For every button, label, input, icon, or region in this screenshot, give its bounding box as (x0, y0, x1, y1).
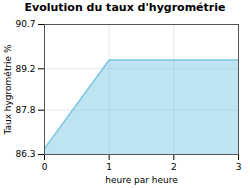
svg-text:0: 0 (42, 162, 48, 172)
svg-text:2: 2 (171, 162, 177, 172)
svg-text:86.3: 86.3 (15, 149, 35, 159)
svg-text:1: 1 (106, 162, 112, 172)
svg-text:3: 3 (236, 162, 242, 172)
svg-text:Taux hygrométrie %: Taux hygrométrie % (3, 44, 13, 136)
svg-text:87.8: 87.8 (15, 105, 35, 115)
svg-text:heure par heure: heure par heure (105, 175, 178, 185)
svg-text:90.7: 90.7 (15, 19, 35, 29)
html-text:Evolution du taux d'hygrométri: Evolution du taux d'hygrométrie (24, 1, 226, 14)
svg-text:89.2: 89.2 (15, 64, 35, 74)
